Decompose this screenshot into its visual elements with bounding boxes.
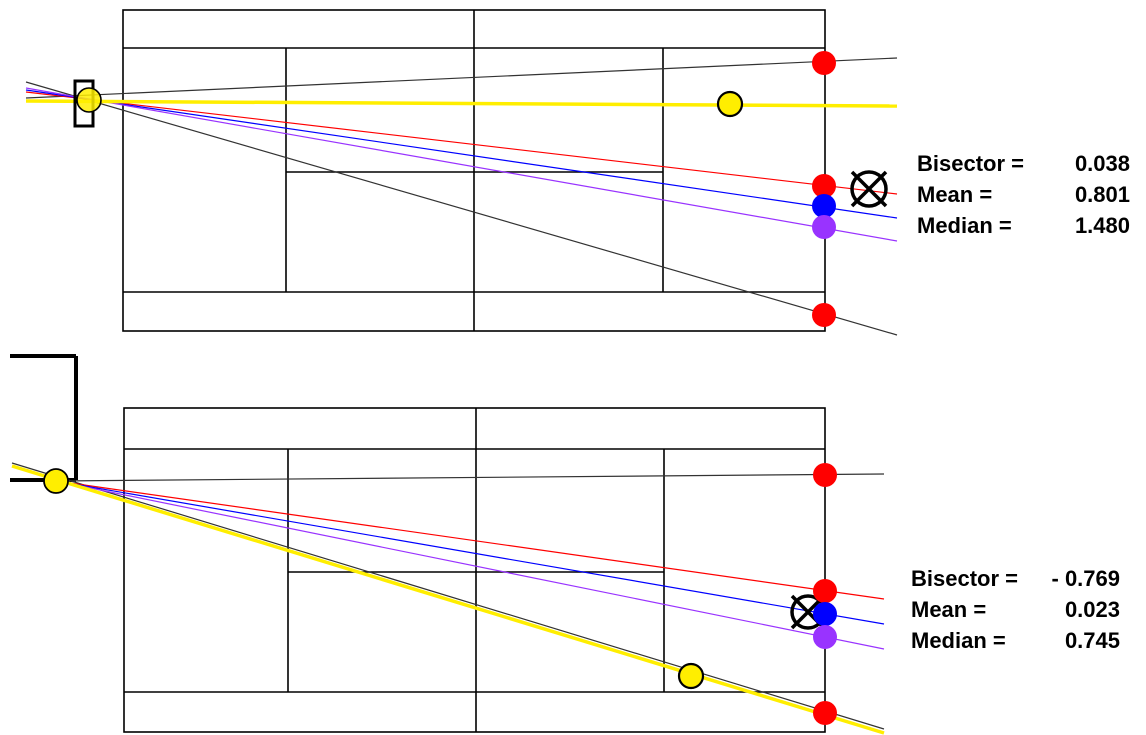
player-frame <box>10 354 78 482</box>
actual-trajectory-line <box>11 464 885 735</box>
stat-value: 0.038 <box>1074 151 1130 176</box>
origin-ball <box>43 468 69 494</box>
bisector-dot <box>813 579 837 603</box>
bottom-trajectories <box>11 462 885 735</box>
median-stat: Median = 0.745 <box>911 630 1120 661</box>
stat-label: Mean = <box>911 597 987 622</box>
bottom-panel <box>10 354 885 735</box>
top-trajectories <box>25 57 898 336</box>
stat-value: 0.745 <box>1064 628 1120 653</box>
stat-value: - 0.769 <box>1051 566 1121 591</box>
stat-label: Median = <box>917 213 1012 238</box>
stat-value: 1.480 <box>1074 213 1130 238</box>
boundary-line-lower <box>25 81 898 336</box>
top-court <box>122 9 826 332</box>
median-stat: Median = 1.480 <box>917 215 1130 246</box>
stat-value: 0.023 <box>1064 597 1120 622</box>
boundary-dot-lower <box>812 303 836 327</box>
bottom-court <box>123 407 826 733</box>
median-line <box>25 87 898 242</box>
bisector-dot <box>812 174 836 198</box>
bisector-line <box>25 91 898 195</box>
stat-label: Mean = <box>917 182 993 207</box>
median-dot <box>813 625 837 649</box>
boundary-dot-upper <box>812 51 836 75</box>
stat-label: Bisector = <box>911 566 1018 591</box>
mean-line <box>55 480 885 625</box>
boundary-line-upper <box>55 473 885 482</box>
mean-dot <box>813 602 837 626</box>
bisector-stat: Bisector = 0.038 <box>917 153 1130 184</box>
mean-stat: Mean = 0.023 <box>911 599 1120 630</box>
court-outline <box>123 407 826 733</box>
ball-bounce <box>716 90 744 118</box>
actual-trajectory-line <box>25 99 898 108</box>
median-line <box>55 480 885 650</box>
ball-bounce <box>677 662 705 690</box>
boundary-line-lower <box>11 462 885 730</box>
top-panel <box>25 9 898 336</box>
stat-value: 0.801 <box>1074 182 1130 207</box>
mean-dot <box>812 194 836 218</box>
boundary-dot-upper <box>813 463 837 487</box>
mean-stat: Mean = 0.801 <box>917 184 1130 215</box>
bottom-stats-legend: Bisector = - 0.769 Mean = 0.023 Median =… <box>911 568 1120 661</box>
bisector-stat: Bisector = - 0.769 <box>911 568 1120 599</box>
target-cross-icon <box>850 170 888 208</box>
bisector-line <box>55 480 885 600</box>
median-dot <box>812 215 836 239</box>
stat-label: Bisector = <box>917 151 1024 176</box>
mean-line <box>25 89 898 219</box>
boundary-dot-lower <box>813 701 837 725</box>
origin-ball <box>76 87 102 113</box>
boundary-line-upper <box>25 57 898 99</box>
top-stats-legend: Bisector = 0.038 Mean = 0.801 Median = 1… <box>917 153 1130 246</box>
stat-label: Median = <box>911 628 1006 653</box>
